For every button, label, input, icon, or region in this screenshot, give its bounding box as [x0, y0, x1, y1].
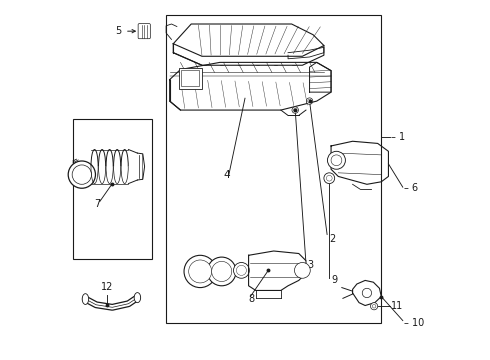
Circle shape — [189, 260, 212, 283]
Circle shape — [362, 288, 371, 298]
Ellipse shape — [134, 293, 141, 303]
Circle shape — [294, 108, 297, 112]
Circle shape — [372, 305, 376, 308]
Bar — [179, 68, 202, 89]
Circle shape — [68, 161, 96, 188]
Ellipse shape — [82, 294, 89, 305]
Circle shape — [234, 262, 249, 278]
Circle shape — [207, 257, 236, 286]
Text: 5: 5 — [115, 26, 122, 36]
Text: 3: 3 — [308, 260, 314, 270]
Bar — [166, 15, 381, 323]
Circle shape — [327, 151, 345, 169]
Circle shape — [331, 155, 342, 166]
Circle shape — [370, 303, 378, 310]
Text: 2: 2 — [329, 234, 336, 244]
FancyBboxPatch shape — [138, 24, 150, 39]
Text: 8: 8 — [248, 294, 255, 304]
Text: 12: 12 — [101, 282, 113, 292]
Circle shape — [306, 98, 313, 104]
Circle shape — [184, 255, 216, 288]
Circle shape — [308, 99, 311, 103]
Circle shape — [236, 265, 246, 275]
Text: – 10: – 10 — [404, 318, 424, 328]
Text: 7: 7 — [94, 199, 100, 210]
Circle shape — [294, 262, 310, 278]
Circle shape — [326, 175, 332, 181]
Bar — [73, 119, 152, 259]
Text: 4: 4 — [223, 170, 230, 180]
Bar — [181, 70, 199, 86]
Text: – 1: – 1 — [392, 132, 405, 142]
Circle shape — [72, 165, 92, 184]
Text: 11: 11 — [392, 301, 404, 311]
Text: – 6: – 6 — [404, 183, 418, 193]
Circle shape — [324, 173, 335, 184]
Text: 9: 9 — [331, 275, 337, 285]
Circle shape — [292, 107, 298, 113]
Circle shape — [212, 261, 232, 282]
